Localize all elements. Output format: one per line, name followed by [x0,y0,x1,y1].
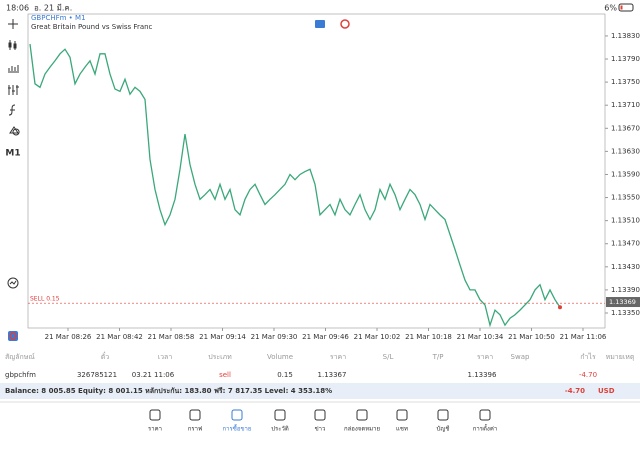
x-tick-label: 21 Mar 08:42 [96,333,143,341]
x-tick-label: 21 Mar 08:26 [45,333,92,341]
column-header: สัญลักษณ์ [5,353,35,361]
last-price: 1.13369 [609,298,636,306]
position-time[interactable]: 03.21 11:06 [132,371,175,379]
objects-icon[interactable] [9,126,20,136]
balance-currency: USD [598,387,615,395]
x-tick-label: 21 Mar 09:30 [251,333,298,341]
x-tick-label: 21 Mar 10:02 [354,333,401,341]
position-type[interactable]: sell [219,371,231,379]
tab-label[interactable]: การตั้งค่า [473,423,497,433]
last-point [558,305,562,310]
column-header: หมายเหตุ [606,353,635,361]
column-header: ราคา [330,353,346,361]
tab-icon[interactable] [231,409,243,421]
y-tick-label: 1.13510 [611,217,640,225]
tab-icon[interactable] [274,409,286,421]
indicators-icon[interactable] [8,65,19,73]
y-tick-label: 1.13710 [611,101,640,109]
column-header: กำไร [580,352,596,361]
chart-frame [27,13,606,329]
tab-icon[interactable] [396,409,408,421]
trade-icon[interactable] [7,277,19,289]
column-header: ราคา [477,353,493,361]
crosshair-icon[interactable] [8,19,18,29]
tab-label[interactable]: กราฟ [188,426,202,433]
tab-icon[interactable] [437,409,449,421]
y-tick-label: 1.13750 [611,78,640,86]
tab-label[interactable]: ราคา [148,426,162,433]
y-tick-label: 1.13430 [611,263,640,271]
chart-subtitle: Great Britain Pound vs Swiss Franc [31,23,153,31]
x-tick-label: 21 Mar 10:34 [457,333,504,341]
balance-text: Balance: 8 005.85 Equity: 8 001.15 หลักป… [5,387,332,395]
y-tick-label: 1.13350 [611,309,640,317]
last-price-box [606,297,640,308]
tab-label[interactable]: กล่องจดหมาย [344,426,380,433]
tab-icon[interactable] [189,409,201,421]
x-tick-label: 21 Mar 09:46 [302,333,349,341]
x-tick-label: 21 Mar 08:58 [148,333,195,341]
tab-icon[interactable] [356,409,368,421]
one-click-icon[interactable] [315,20,325,28]
tab-label[interactable]: แชท [396,426,408,433]
status-date: อ. 21 มี.ค. [34,4,72,13]
column-header: Swap [511,353,530,361]
position-volume[interactable]: 0.15 [277,371,293,379]
tab-label[interactable]: การซื้อขาย [223,423,252,433]
y-tick-label: 1.13630 [611,147,640,155]
left-toolbar [7,19,20,289]
balance-profit: -4.70 [565,387,585,395]
position-current-price[interactable]: 1.13396 [468,371,497,379]
position-open-price[interactable]: 1.13367 [318,371,347,379]
timeframe[interactable]: M1 [5,149,20,159]
chart-title: GBPCHFm • M1 [31,14,86,22]
tab-label[interactable]: ข่าว [315,426,326,433]
battery: 6% [604,4,617,13]
x-tick-label: 21 Mar 10:50 [508,333,555,341]
column-header: Volume [267,353,293,361]
signal-icon[interactable] [340,19,350,29]
tab-icon[interactable] [314,409,326,421]
positions-panel [0,346,640,382]
tab-label[interactable]: บัญชี [437,425,450,433]
column-header: T/P [432,353,444,361]
y-tick-label: 1.13550 [611,194,640,202]
candles-icon[interactable] [8,40,17,50]
battery-level [620,5,623,10]
y-tick-label: 1.13390 [611,286,640,294]
column-header: S/L [383,353,394,361]
x-tick-label: 21 Mar 10:18 [405,333,452,341]
settings-icon[interactable] [8,85,19,95]
balance-strip [0,383,640,399]
price-line [29,43,561,328]
y-tick-label: 1.13830 [611,32,640,40]
order-label: SELL 0.15 [30,296,60,303]
position-symbol[interactable]: gbpchfm [5,371,36,379]
app-icon-ring [9,332,17,340]
column-header: ตั๋ว [101,352,110,361]
y-tick-label: 1.13790 [611,55,640,63]
trade-icon-line [9,280,17,285]
tab-icon[interactable] [149,409,161,421]
function-icon[interactable] [8,104,16,116]
tab-icon[interactable] [479,409,491,421]
position-profit[interactable]: -4.70 [579,371,597,379]
battery-icon [618,3,634,12]
x-tick-label: 21 Mar 09:14 [199,333,246,341]
tab-label[interactable]: ประวัติ [271,426,289,433]
column-header: เวลา [158,353,173,361]
position-ticket[interactable]: 326785121 [77,371,117,379]
y-tick-label: 1.13590 [611,170,640,178]
y-tick-label: 1.13670 [611,124,640,132]
y-tick-label: 1.13470 [611,240,640,248]
column-header: ประเภท [208,353,232,361]
x-tick-label: 21 Mar 11:06 [560,333,607,341]
status-time: 18:06 [6,4,29,13]
